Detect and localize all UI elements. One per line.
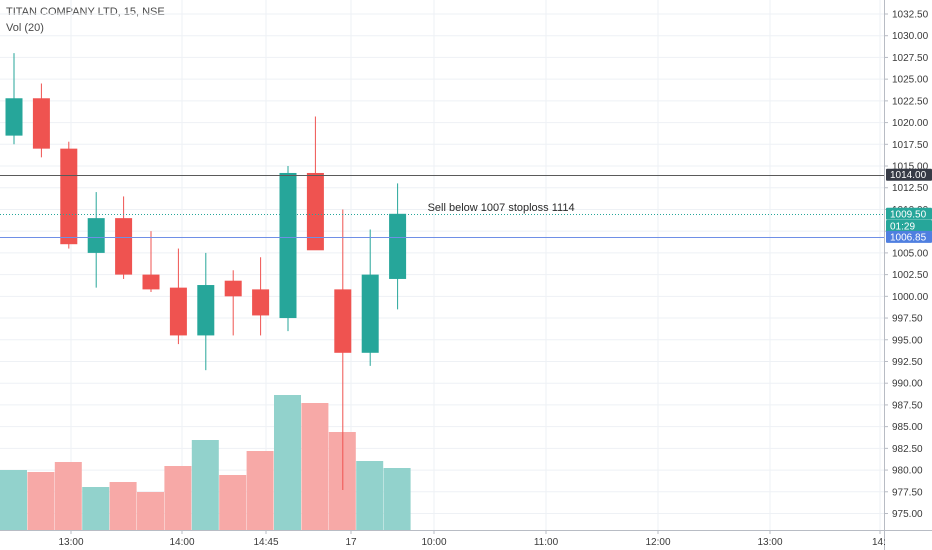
bar-countdown-tag[interactable] [886, 219, 932, 232]
price-tick-label: 1025.00 [892, 75, 929, 86]
time-tick-label: 14:45 [253, 537, 278, 548]
time-axis: 13:00 14:00 14:45 17 10:00 11:00 12:00 13:00 14: [0, 530, 932, 548]
price-tag-level-label: 1014.00 [890, 170, 927, 181]
price-tick-label: 997.50 [892, 314, 923, 325]
price-tick-label: 995.00 [892, 335, 923, 346]
volume-bar[interactable] [356, 461, 384, 530]
volume-bar[interactable] [246, 451, 274, 530]
volume-bars [0, 395, 411, 530]
candle-down[interactable] [169, 287, 187, 336]
time-tick-label: 14: [872, 537, 886, 548]
price-axis: 975.00 977.50 980.00 982.50 985.00 987.50 990.… [884, 0, 929, 550]
candle-up[interactable] [279, 172, 297, 319]
price-tick-label: 987.50 [892, 400, 923, 411]
volume-bar[interactable] [219, 475, 247, 530]
candle-down[interactable] [60, 148, 78, 245]
volume-bar[interactable] [191, 440, 219, 530]
price-lines: Sell below 1007 stoploss 1114 [0, 175, 884, 238]
price-tag-last[interactable] [886, 207, 932, 220]
candle-up[interactable] [197, 285, 215, 336]
time-tick-label: 11:00 [534, 537, 559, 548]
price-tag-line[interactable] [886, 230, 932, 243]
price-tag-level[interactable] [886, 168, 932, 181]
time-tick-label: 10:00 [421, 537, 446, 548]
volume-bar[interactable] [164, 466, 192, 530]
price-tick-label: 1005.00 [892, 248, 929, 259]
volume-indicator-label[interactable]: Vol (20) [6, 22, 44, 34]
candle-up[interactable] [389, 213, 407, 279]
price-tick-label: 1020.00 [892, 118, 929, 129]
price-tag-line-label: 1006.85 [890, 232, 927, 243]
chart-annotation[interactable]: Sell below 1007 stoploss 1114 [428, 202, 575, 214]
time-tick-label: 17 [345, 537, 357, 548]
price-tick-label: 992.50 [892, 357, 923, 368]
volume-bar[interactable] [301, 403, 329, 530]
price-tick-label: 1022.50 [892, 96, 929, 107]
chart-symbol-title[interactable]: TITAN COMPANY LTD, 15, NSE [6, 6, 165, 18]
volume-bar[interactable] [109, 482, 137, 530]
candle-up[interactable] [87, 218, 105, 253]
time-tick-label: 13:00 [58, 537, 83, 548]
volume-bar[interactable] [54, 462, 82, 530]
volume-bar[interactable] [137, 492, 164, 530]
time-tick-label: 13:00 [757, 537, 782, 548]
time-tick-label: 14:00 [169, 537, 194, 548]
price-tick-label: 990.00 [892, 379, 923, 390]
price-tick-label: 980.00 [892, 466, 923, 477]
price-tick-label: 1017.50 [892, 140, 929, 151]
volume-bar[interactable] [27, 472, 55, 530]
candle-down[interactable] [115, 218, 133, 275]
candle-down[interactable] [224, 280, 242, 297]
price-tag-last-label: 1009.50 [890, 209, 927, 220]
price-tick-label: 1030.00 [892, 31, 929, 42]
candle-up[interactable] [5, 98, 23, 136]
volume-bar[interactable] [0, 470, 27, 530]
price-tick-label: 1012.50 [892, 183, 929, 194]
volume-bar[interactable] [274, 395, 301, 530]
time-tick-label: 12:00 [645, 537, 670, 548]
candle-down[interactable] [32, 98, 50, 149]
volume-bar[interactable] [82, 487, 110, 530]
price-tick-label: 1027.50 [892, 53, 929, 64]
candle-up[interactable] [361, 274, 379, 353]
candlesticks [5, 53, 407, 491]
price-tick-label: 985.00 [892, 422, 923, 433]
price-tick-label: 982.50 [892, 444, 923, 455]
chart-grid [0, 0, 884, 530]
price-tick-label: 1032.50 [892, 10, 929, 21]
volume-bar[interactable] [383, 468, 411, 530]
price-tick-label: 975.00 [892, 509, 923, 520]
price-tick-label: 1000.00 [892, 292, 929, 303]
candle-down[interactable] [142, 274, 160, 290]
price-tick-label: 977.50 [892, 487, 923, 498]
price-tick-label: 1002.50 [892, 270, 929, 281]
bar-countdown-tag-label: 01:29 [890, 221, 915, 232]
candle-down[interactable] [252, 289, 270, 316]
candle-down[interactable] [306, 172, 324, 251]
candle-down[interactable] [334, 289, 352, 353]
price-tick-label: 1015.00 [892, 162, 929, 173]
